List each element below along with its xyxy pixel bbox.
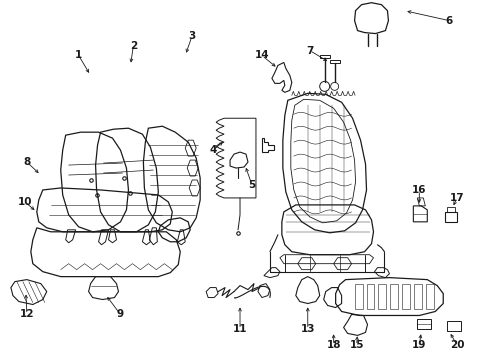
Text: 16: 16 <box>411 185 426 195</box>
Text: 8: 8 <box>23 157 30 167</box>
Text: 7: 7 <box>305 45 313 55</box>
Text: 5: 5 <box>248 180 255 190</box>
Text: 18: 18 <box>325 340 340 350</box>
Text: 3: 3 <box>188 31 195 41</box>
Text: 4: 4 <box>209 145 216 155</box>
Text: 2: 2 <box>129 41 137 50</box>
Text: 9: 9 <box>117 310 124 319</box>
Text: 1: 1 <box>75 50 82 60</box>
Text: 10: 10 <box>18 197 32 207</box>
Text: 19: 19 <box>411 340 426 350</box>
Text: 11: 11 <box>232 324 247 334</box>
Text: 14: 14 <box>254 50 269 60</box>
Text: 6: 6 <box>445 15 452 26</box>
Text: 13: 13 <box>300 324 314 334</box>
Text: 20: 20 <box>449 340 464 350</box>
Text: 15: 15 <box>348 340 363 350</box>
Text: 17: 17 <box>449 193 464 203</box>
Text: 12: 12 <box>20 310 34 319</box>
